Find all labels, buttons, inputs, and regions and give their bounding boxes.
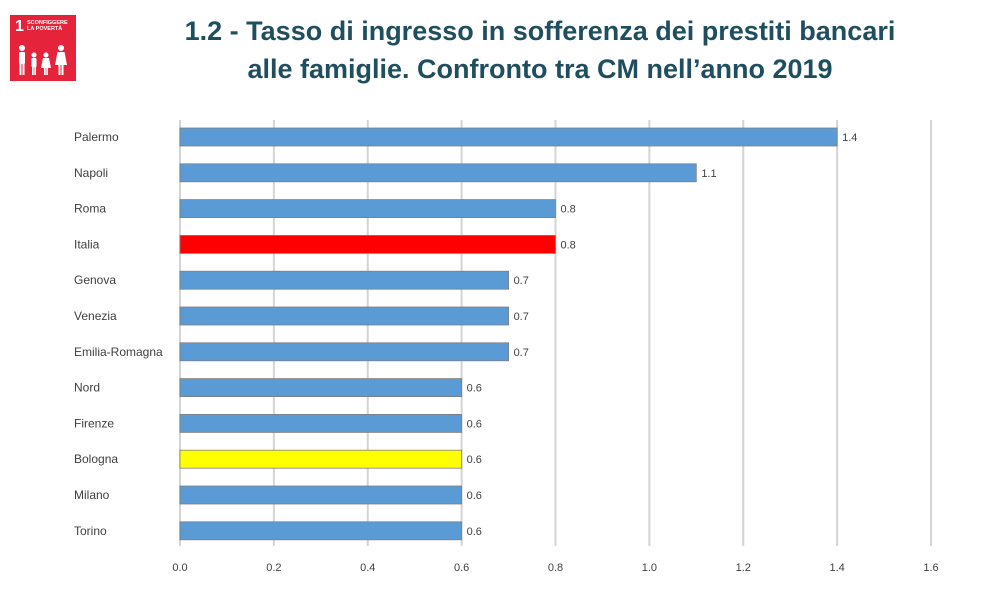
bar-roma [179,199,556,219]
sdg-number: 1 [15,18,24,35]
bar-torino [179,521,463,541]
bar-emilia-romagna [179,342,509,362]
sdg-badge: 1 SCONFIGGERE LA POVERTÀ [10,15,76,81]
category-label-bologna: Bologna [74,452,118,466]
category-label-roma: Roma [74,202,106,216]
data-label-genova: 0.7 [514,275,529,287]
bar-bologna [179,449,463,469]
data-label-torino: 0.6 [467,526,482,538]
bar-venezia [179,306,509,326]
bar-italia [179,234,556,254]
grid-lines [179,120,932,546]
bars [179,127,838,541]
bar-firenze [179,413,463,433]
family-icon [19,45,67,75]
data-label-bologna: 0.6 [467,454,482,466]
data-label-venezia: 0.7 [514,311,529,323]
x-tick-label-2: 0.4 [360,562,375,574]
category-label-firenze: Firenze [74,416,114,430]
category-label-nord: Nord [74,381,100,395]
data-label-nord: 0.6 [467,383,482,395]
x-tick-label-3: 0.6 [454,562,469,574]
bar-milano [179,485,463,505]
labels: 0.0 0.2 0.4 0.6 0.8 1.0 1.2 1.4 1.6 Palermo 1.4 Nap… [74,130,939,574]
x-tick-label-0: 0.0 [172,562,187,574]
category-label-palermo: Palermo [74,130,119,144]
category-label-milano: Milano [74,488,110,502]
x-tick-label-7: 1.4 [829,562,844,574]
bar-palermo [179,127,838,147]
category-label-napoli: Napoli [74,166,108,180]
data-label-roma: 0.8 [561,204,576,216]
sdg-goal-text: SCONFIGGERE LA POVERTÀ [27,20,68,32]
title-line-2: alle famiglie. Confronto tra CM nell’ann… [247,54,833,84]
page-title: 1.2 - Tasso di ingresso in sofferenza de… [80,12,1000,88]
bar-genova [179,270,509,290]
x-tick-label-4: 0.8 [548,562,563,574]
category-label-venezia: Venezia [74,309,117,323]
category-label-genova: Genova [74,273,116,287]
data-label-napoli: 1.1 [701,168,716,180]
title-line-1: 1.2 - Tasso di ingresso in sofferenza de… [184,16,896,46]
x-tick-label-1: 0.2 [266,562,281,574]
x-tick-label-6: 1.2 [736,562,751,574]
x-tick-label-5: 1.0 [642,562,657,574]
data-label-emilia-romagna: 0.7 [514,347,529,359]
data-label-firenze: 0.6 [467,418,482,430]
bar-napoli [179,163,697,183]
data-label-milano: 0.6 [467,490,482,502]
category-label-torino: Torino [74,524,107,538]
x-tick-label-8: 1.6 [923,562,938,574]
category-label-emilia-romagna: Emilia-Romagna [74,345,163,359]
bar-nord [179,378,463,398]
category-label-italia: Italia [74,237,100,251]
data-label-italia: 0.8 [561,239,576,251]
data-label-palermo: 1.4 [842,132,857,144]
